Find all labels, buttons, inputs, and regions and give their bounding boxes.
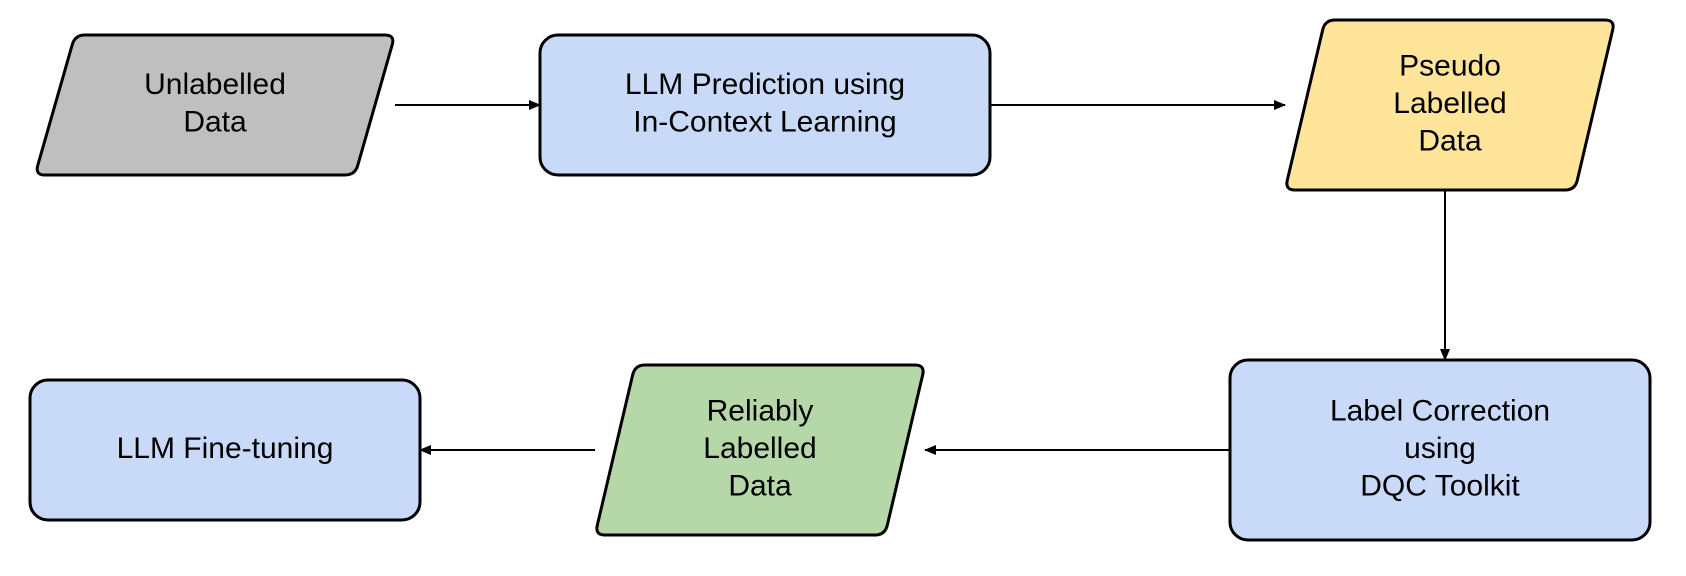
node-unlabelled: Unlabelled Data xyxy=(37,35,393,175)
node-label: Data xyxy=(1418,124,1482,157)
node-label: In-Context Learning xyxy=(633,106,897,139)
node-label: Unlabelled xyxy=(144,68,286,101)
node-finetune: LLM Fine-tuning xyxy=(30,380,420,520)
node-label: Label Correction xyxy=(1330,394,1550,427)
node-prediction: LLM Prediction using In-Context Learning xyxy=(540,35,990,175)
node-label: Labelled xyxy=(1393,87,1506,120)
node-label: LLM Prediction using xyxy=(625,68,905,101)
node-label: using xyxy=(1404,432,1476,465)
node-label: LLM Fine-tuning xyxy=(117,432,334,465)
node-label: Data xyxy=(183,106,247,139)
node-label: DQC Toolkit xyxy=(1360,469,1520,502)
node-reliable: Reliably Labelled Data xyxy=(597,365,923,535)
node-correction: Label Correction using DQC Toolkit xyxy=(1230,360,1650,540)
node-label: Data xyxy=(728,469,792,502)
node-label: Pseudo xyxy=(1399,49,1501,82)
flowchart-canvas: Unlabelled Data LLM Prediction using In-Con… xyxy=(0,0,1686,576)
node-label: Reliably xyxy=(707,394,814,427)
node-pseudo: Pseudo Labelled Data xyxy=(1287,20,1613,190)
node-label: Labelled xyxy=(703,432,816,465)
